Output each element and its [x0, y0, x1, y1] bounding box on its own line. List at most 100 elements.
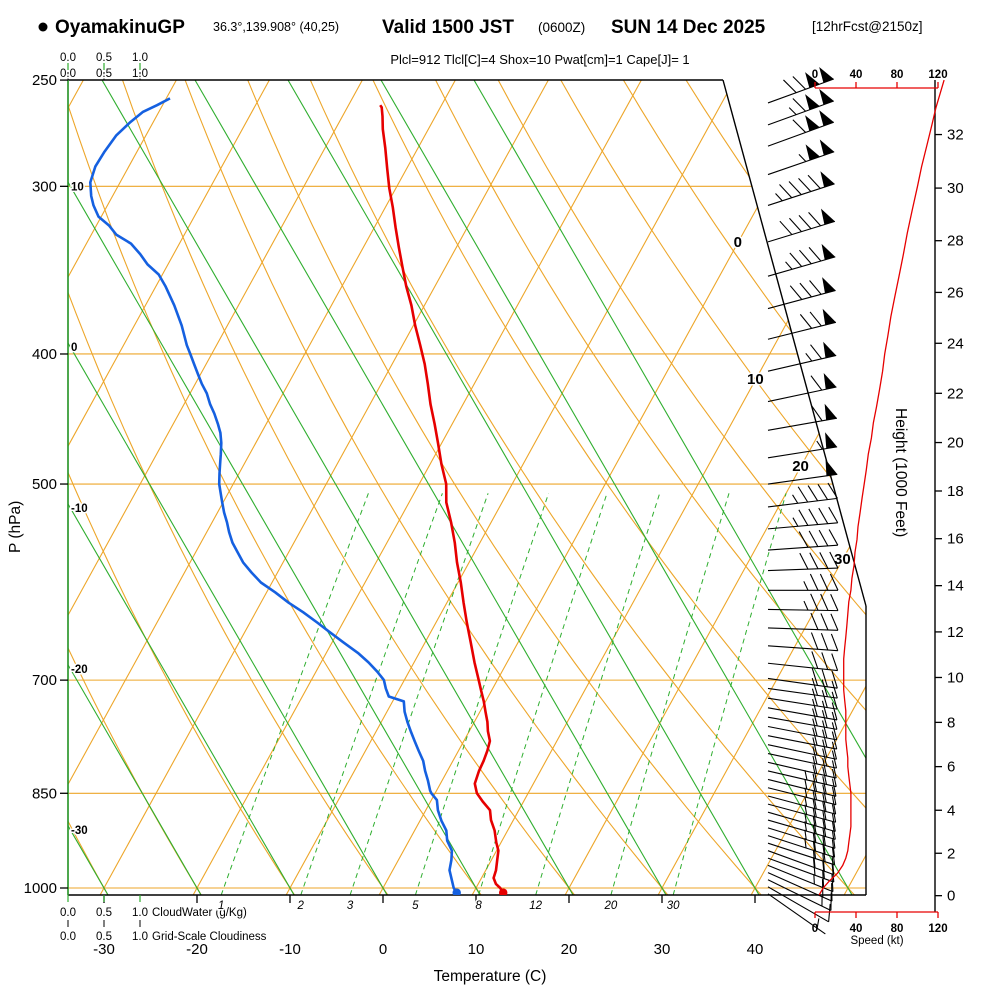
dry-adiabat-line	[622, 80, 866, 895]
wind-barb	[767, 497, 838, 508]
wind-barb-feather	[828, 903, 831, 922]
wind-barb	[767, 567, 838, 572]
mixing-ratio-label: 20	[604, 900, 618, 912]
moist-adiabat-line	[68, 80, 202, 895]
wind-barb-feather	[830, 613, 839, 631]
wind-barb	[767, 761, 837, 779]
wind-barb-feather	[807, 485, 819, 502]
frame-diagonal	[722, 79, 867, 607]
wind-barb-feather	[819, 552, 829, 569]
pressure-tick-label: 1000	[24, 880, 57, 897]
height-tick-label: 18	[947, 483, 964, 500]
height-tick-label: 8	[947, 714, 955, 731]
wind-barb-feather	[831, 813, 836, 832]
wind-barb-feather	[799, 552, 809, 570]
wind-barb-feather	[799, 282, 812, 298]
mixing-ratio-line	[414, 493, 550, 895]
wind-barb	[767, 835, 835, 858]
speed-tick-label: 120	[928, 923, 947, 935]
wind-barb	[767, 716, 838, 730]
wind-speed-profile	[818, 79, 945, 896]
wind-barb	[767, 121, 834, 147]
pressure-tick-label: 850	[32, 785, 57, 802]
wind-barb-feather	[779, 184, 793, 199]
wind-barb-feather	[808, 212, 822, 227]
height-tick-label: 12	[947, 624, 964, 641]
mixing-ratio-label: 8	[475, 900, 482, 912]
wind-barb	[767, 522, 838, 530]
cloudiness-label: Grid-Scale Cloudiness	[152, 931, 267, 943]
sounding-profiles	[89, 97, 508, 895]
wind-barb-feather	[831, 856, 835, 875]
wind-barb-flag	[822, 277, 836, 294]
mixing-ratio-label: 30	[667, 900, 680, 912]
moist-adiabat-line	[68, 80, 388, 895]
wind-barb-feather	[809, 280, 822, 295]
wind-barb	[767, 778, 837, 797]
wind-barb-flag	[823, 373, 837, 390]
mixing-ratio-label: 2	[297, 900, 305, 912]
wind-barb-feather	[830, 633, 839, 651]
wind-barb-feather	[799, 314, 813, 329]
speed-axis-label: Speed (kt)	[850, 935, 903, 947]
wind-barb	[767, 417, 838, 431]
cloudiness-bottom-tick: 1.0	[132, 931, 148, 943]
wind-barb-feather	[831, 821, 836, 840]
wind-barb-feather	[831, 741, 838, 760]
mixing-ratio-label: 1	[218, 900, 224, 912]
wind-barbs	[767, 66, 839, 935]
wind-barb-flag	[819, 88, 834, 105]
isotherm-label: 0	[734, 234, 742, 251]
wind-barb-feather	[808, 247, 822, 262]
wind-barb-feather	[822, 720, 828, 739]
wind-barb-feather	[822, 843, 826, 862]
wind-barb-flag	[821, 243, 836, 260]
wind-barb-flag	[805, 94, 820, 110]
wind-barb-feather	[831, 653, 839, 671]
wind-barb	[767, 446, 838, 459]
wind-barb	[767, 770, 837, 788]
wind-barb-feather	[811, 405, 823, 422]
wind-barb	[767, 893, 826, 935]
isotherm-label: 20	[792, 458, 809, 475]
wind-barb	[767, 850, 834, 876]
wind-barb-feather	[810, 344, 823, 360]
wind-barb	[767, 645, 838, 652]
wind-barb-feather	[822, 739, 828, 758]
height-tick-label: 14	[947, 578, 964, 595]
wind-barb-feather	[789, 285, 803, 300]
wind-barb-feather	[792, 76, 806, 90]
wind-barb-half-feather	[803, 581, 809, 591]
wind-barb	[767, 744, 837, 760]
wind-barb-feather	[831, 873, 834, 892]
wind-barb-feather	[831, 691, 838, 710]
wind-barb-feather	[831, 680, 838, 699]
dry-adiabat-line	[497, 80, 866, 895]
station-name: OyamakinuGP	[55, 17, 185, 38]
dry-adiabat-line	[68, 80, 296, 895]
wind-barb-feather	[831, 731, 838, 750]
mixing-ratio-line	[349, 493, 489, 895]
wind-barb-flag	[819, 139, 835, 156]
wind-barb-feather	[820, 593, 829, 611]
wind-barb-feather	[822, 793, 827, 812]
station-bullet-icon	[38, 22, 48, 32]
wind-barb-half-feather	[785, 261, 793, 270]
dewpoint-profile	[89, 97, 458, 894]
pressure-tick-label: 700	[32, 672, 57, 689]
moist-adiabat-line	[473, 80, 866, 895]
wind-barb	[767, 354, 837, 372]
wind-barb	[767, 386, 837, 403]
pressure-axis-label: P (hPa)	[7, 501, 24, 553]
wind-barb-feather	[822, 860, 825, 879]
dry-adiabat-line	[121, 80, 576, 895]
mixing-ratio-label: 5	[412, 900, 419, 912]
wind-barb-flag	[825, 459, 838, 476]
cloudiness-bottom-tick: 0.5	[96, 931, 112, 943]
wind-barb-feather	[831, 702, 838, 721]
isotherm-line	[750, 80, 866, 895]
wind-barb	[767, 100, 834, 126]
